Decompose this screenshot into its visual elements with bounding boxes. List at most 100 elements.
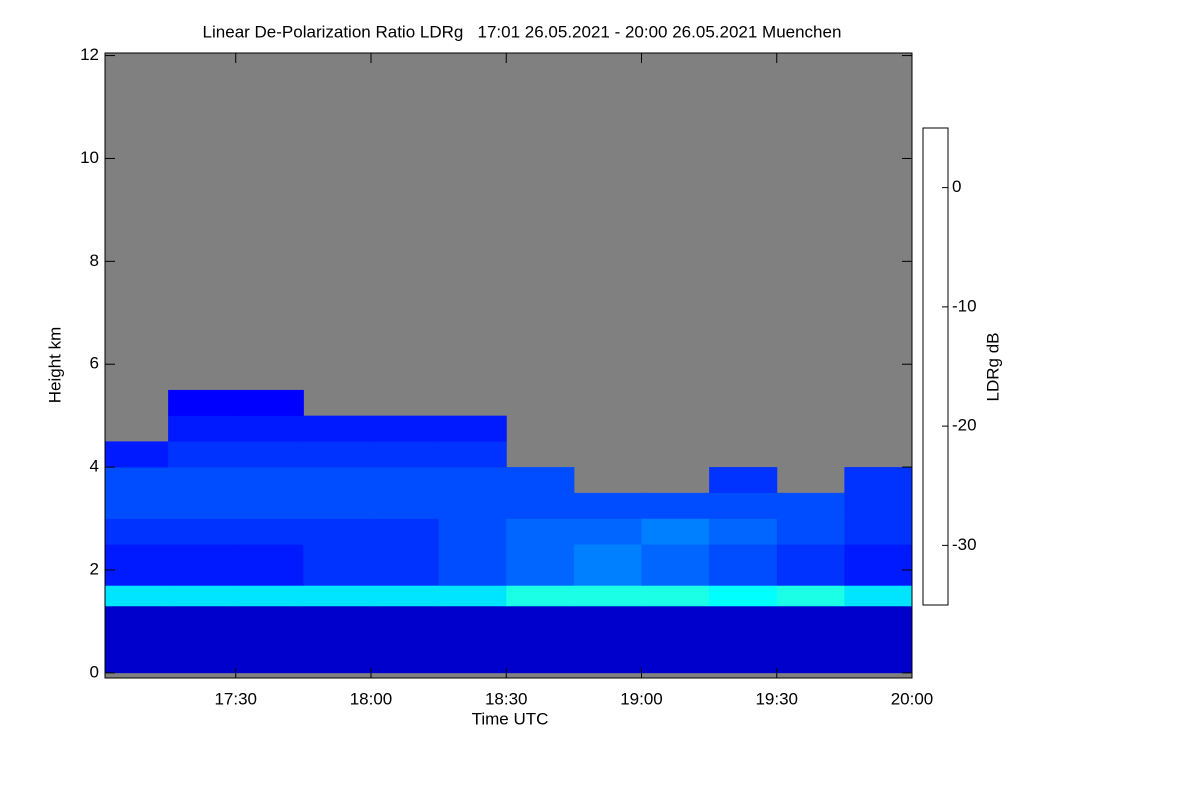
heatmap-cell bbox=[168, 467, 237, 494]
heatmap-cell bbox=[438, 544, 507, 586]
heatmap-cell bbox=[506, 467, 575, 494]
heatmap-cell bbox=[303, 441, 372, 468]
y-tick-label: 4 bbox=[90, 457, 99, 476]
heatmap-cell bbox=[168, 585, 237, 607]
plot-frame bbox=[104, 52, 913, 679]
heatmap-cell bbox=[506, 492, 575, 519]
y-tick-label: 10 bbox=[80, 148, 99, 167]
heatmap-cell bbox=[303, 492, 372, 519]
heatmap-cell bbox=[168, 415, 237, 442]
y-tick-label: 0 bbox=[90, 662, 99, 681]
x-tick-label: 17:30 bbox=[214, 689, 257, 708]
x-tick-label: 20:00 bbox=[891, 689, 934, 708]
heatmap-cell bbox=[438, 492, 507, 519]
heatmap-cell bbox=[168, 492, 237, 519]
heatmap-cell bbox=[105, 441, 169, 468]
colorbar bbox=[922, 127, 949, 606]
heatmap-cell bbox=[105, 518, 169, 545]
heatmap-cell bbox=[506, 518, 575, 545]
colorbar-tick-label: -30 bbox=[952, 535, 977, 554]
heatmap-cell bbox=[235, 415, 304, 442]
heatmap-cell bbox=[844, 544, 913, 586]
heatmap-cell bbox=[303, 605, 372, 674]
heatmap-cell bbox=[235, 389, 304, 416]
heatmap-cell bbox=[438, 605, 507, 674]
heatmap-cell bbox=[303, 544, 372, 586]
heatmap-cell bbox=[168, 544, 237, 586]
heatmap-cell bbox=[438, 585, 507, 607]
heatmap-cell bbox=[370, 605, 440, 674]
heatmap-cell bbox=[776, 492, 845, 519]
heatmap-cell bbox=[573, 544, 642, 586]
heatmap-cell bbox=[303, 585, 372, 607]
heatmap-cell bbox=[370, 467, 440, 494]
x-tick-label: 19:30 bbox=[755, 689, 798, 708]
heatmap-cell bbox=[709, 544, 778, 586]
heatmap-cell bbox=[506, 544, 575, 586]
heatmap-cell bbox=[641, 518, 710, 545]
heatmap-cell bbox=[303, 518, 372, 545]
heatmap-cell bbox=[235, 518, 304, 545]
heatmap-cell bbox=[303, 467, 372, 494]
heatmap-cell bbox=[168, 389, 237, 416]
heatmap-cell bbox=[370, 441, 440, 468]
heatmap-cell bbox=[235, 585, 304, 607]
heatmap-cell bbox=[105, 492, 169, 519]
heatmap-cell bbox=[776, 605, 845, 674]
colorbar-tick-label: -20 bbox=[952, 416, 977, 435]
heatmap-cell bbox=[370, 518, 440, 545]
heatmap-cell bbox=[370, 415, 440, 442]
heatmap-cell bbox=[168, 518, 237, 545]
heatmap-cell bbox=[438, 415, 507, 442]
y-tick-label: 8 bbox=[90, 251, 99, 270]
heatmap-cell bbox=[105, 585, 169, 607]
heatmap-cell bbox=[709, 467, 778, 494]
heatmap-cell bbox=[844, 605, 913, 674]
heatmap-cell bbox=[573, 605, 642, 674]
y-axis-label: Height km bbox=[45, 327, 64, 404]
heatmap-cell bbox=[370, 585, 440, 607]
heatmap-cell bbox=[303, 415, 372, 442]
colorbar-tick-label: -10 bbox=[952, 296, 977, 315]
heatmap-cell bbox=[709, 518, 778, 545]
heatmap-cell bbox=[844, 518, 913, 545]
heatmap-cell bbox=[641, 585, 710, 607]
heatmap-cell bbox=[105, 605, 169, 674]
x-tick-label: 19:00 bbox=[620, 689, 663, 708]
heatmap-cell bbox=[235, 605, 304, 674]
heatmap-cell bbox=[235, 492, 304, 519]
x-tick-label: 18:30 bbox=[485, 689, 528, 708]
colorbar-label: LDRg dB bbox=[983, 333, 1002, 402]
heatmap-cell bbox=[641, 544, 710, 586]
heatmap-cell bbox=[438, 518, 507, 545]
heatmap-cell bbox=[776, 585, 845, 607]
heatmap-cell bbox=[168, 605, 237, 674]
heatmap-cell bbox=[438, 441, 507, 468]
heatmap-cell bbox=[776, 544, 845, 586]
heatmap-cell bbox=[438, 467, 507, 494]
heatmap-cell bbox=[709, 492, 778, 519]
heatmap-cell bbox=[573, 492, 642, 519]
heatmap-cell bbox=[844, 467, 913, 494]
y-tick-label: 12 bbox=[80, 45, 99, 64]
heatmap-cell bbox=[506, 585, 575, 607]
heatmap-cell bbox=[844, 492, 913, 519]
x-axis-label: Time UTC bbox=[472, 709, 549, 728]
heatmap-cell bbox=[506, 605, 575, 674]
heatmap-cell bbox=[641, 605, 710, 674]
heatmap-cell bbox=[844, 585, 913, 607]
heatmap-cell bbox=[573, 585, 642, 607]
x-tick-label: 18:00 bbox=[350, 689, 393, 708]
y-tick-label: 2 bbox=[90, 559, 99, 578]
heatmap-cell bbox=[235, 544, 304, 586]
heatmap-cell bbox=[709, 585, 778, 607]
heatmap-cell bbox=[370, 492, 440, 519]
heatmap-cell bbox=[370, 544, 440, 586]
heatmap-cell bbox=[105, 544, 169, 586]
chart-title: Linear De-Polarization Ratio LDRg 17:01 … bbox=[203, 22, 842, 41]
heatmap-cell bbox=[235, 441, 304, 468]
y-tick-label: 6 bbox=[90, 354, 99, 373]
heatmap-cell bbox=[776, 518, 845, 545]
heatmap-cell bbox=[105, 467, 169, 494]
